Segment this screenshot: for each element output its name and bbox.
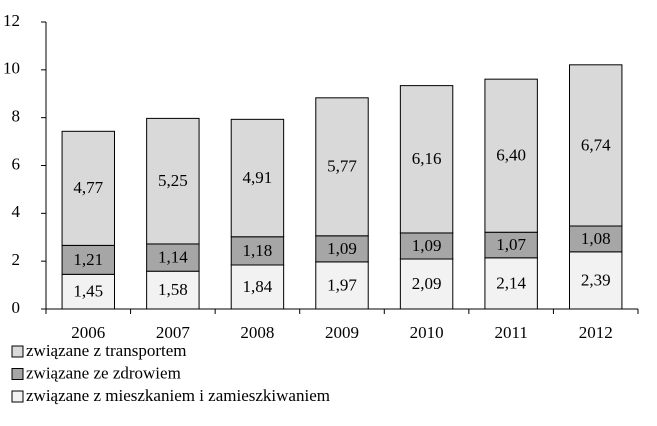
- y-tick-label: 6: [12, 154, 21, 173]
- bar-segment: [146, 117, 200, 245]
- value-label: 6,16: [412, 149, 442, 168]
- value-label: 1,18: [243, 241, 273, 260]
- legend-label: związane ze zdrowiem: [26, 363, 181, 382]
- bar-segment: [315, 97, 369, 237]
- value-label: 4,91: [243, 168, 273, 187]
- x-tick-label: 2009: [325, 323, 359, 342]
- bar-segment: [61, 273, 116, 310]
- value-label: 1,45: [73, 282, 103, 301]
- value-label: 1,97: [327, 275, 357, 294]
- bar-segment: [230, 236, 285, 266]
- bar-segment: [484, 257, 538, 310]
- value-label: 1,09: [327, 239, 357, 258]
- legend-swatch: [11, 390, 24, 403]
- value-label: 2,39: [581, 270, 611, 289]
- y-tick-label: 0: [12, 298, 21, 317]
- x-tick-label: 2006: [71, 323, 105, 342]
- value-label: 6,40: [496, 146, 526, 165]
- y-tick-label: 4: [12, 202, 21, 221]
- bar-segment: [399, 258, 454, 310]
- bar-segment: [61, 244, 116, 275]
- bar-segment: [484, 78, 538, 233]
- value-label: 1,14: [158, 247, 188, 266]
- value-label: 1,84: [243, 277, 273, 296]
- x-tick-label: 2007: [156, 323, 191, 342]
- y-tick-label: 8: [12, 107, 21, 126]
- bar-segment: [399, 85, 454, 234]
- bar-segment: [230, 118, 285, 238]
- bar-segment: [315, 261, 369, 310]
- value-label: 6,74: [581, 135, 611, 154]
- bar-segment: [146, 243, 200, 272]
- bar-segment: [146, 270, 200, 310]
- value-label: 1,21: [73, 250, 103, 269]
- value-label: 2,14: [496, 273, 526, 292]
- legend-label: związane z transportem: [26, 341, 186, 360]
- bar-segment: [484, 231, 538, 259]
- value-label: 4,77: [73, 178, 103, 197]
- bar-segment: [399, 232, 454, 260]
- legend-swatch: [11, 368, 24, 380]
- bar-segment: [568, 64, 623, 227]
- value-label: 1,07: [496, 235, 526, 254]
- x-tick-label: 2010: [410, 323, 444, 342]
- value-label: 1,08: [581, 229, 611, 248]
- value-label: 2,09: [412, 274, 442, 293]
- legend-swatch: [11, 345, 24, 358]
- y-tick-label: 2: [12, 250, 21, 269]
- value-label: 1,09: [412, 236, 442, 255]
- y-tick-label: 10: [3, 59, 20, 78]
- x-tick-label: 2012: [579, 323, 613, 342]
- x-tick-label: 2008: [240, 323, 274, 342]
- bar-segment: [61, 130, 116, 246]
- bar-segment: [568, 251, 623, 310]
- legend-label: związane z mieszkaniem i zamieszkiwaniem: [26, 386, 330, 405]
- y-tick-label: 12: [3, 11, 20, 30]
- value-label: 5,77: [327, 157, 357, 176]
- value-label: 5,25: [158, 171, 188, 190]
- value-label: 1,58: [158, 280, 188, 299]
- x-tick-label: 2011: [494, 323, 527, 342]
